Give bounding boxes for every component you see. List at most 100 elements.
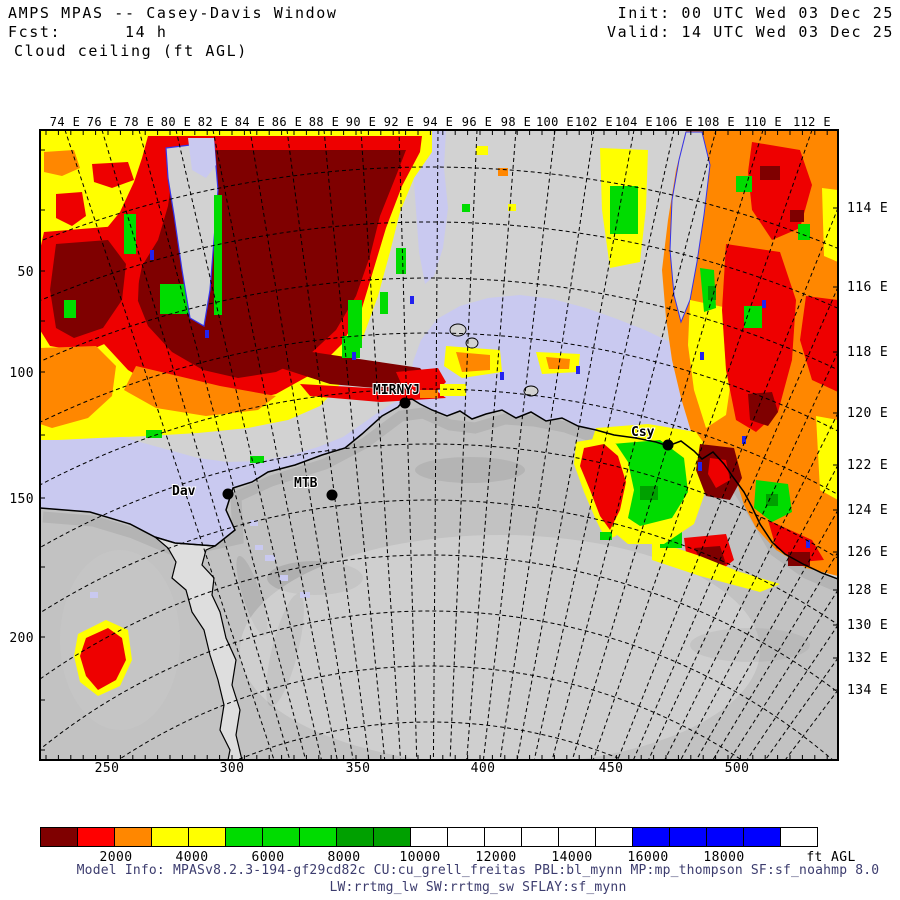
colorbar-cell <box>706 827 744 847</box>
field-label: Cloud ceiling (ft AGL) <box>14 42 248 60</box>
station-label: Csy <box>631 425 655 440</box>
colorbar-tick-label: 12000 <box>475 850 517 865</box>
colorbar-cell <box>188 827 226 847</box>
coastline <box>40 398 838 580</box>
colorbar-cell <box>151 827 189 847</box>
top-axis-label: 96 E <box>462 115 493 129</box>
top-axis-label: 88 E <box>309 115 340 129</box>
colorbar-cell <box>336 827 374 847</box>
meridian <box>695 509 838 760</box>
bottom-axis-label: 450 <box>599 761 624 776</box>
colorbar-cell <box>484 827 522 847</box>
colorbar-cell <box>262 827 300 847</box>
colorbar <box>40 827 838 847</box>
station-dot <box>222 488 234 500</box>
meridian <box>533 130 675 760</box>
station-label: MIRNYJ <box>373 383 420 398</box>
lat-lon-grid <box>40 130 838 760</box>
parallel <box>40 221 838 309</box>
right-axis-label: 128 E <box>847 583 888 598</box>
right-axis-label: 124 E <box>847 503 888 518</box>
meridian <box>746 624 838 760</box>
top-axis-label: 100 E <box>536 115 574 129</box>
top-axis-label: 82 E <box>198 115 229 129</box>
meridian <box>360 130 402 760</box>
colorbar-cell <box>40 827 78 847</box>
top-axis-label: 80 E <box>161 115 192 129</box>
parallel <box>40 166 838 250</box>
meridian <box>647 351 838 760</box>
left-axis-label: 150 <box>9 492 34 507</box>
top-axis-label: 74 E <box>50 115 81 129</box>
fcst-hour: Fcst: 14 h <box>8 23 168 41</box>
meridian <box>592 130 813 760</box>
valid-time: Valid: 14 UTC Wed 03 Dec 25 <box>606 23 894 41</box>
colorbar-tick-label: 6000 <box>251 850 285 865</box>
top-axis-label: 92 E <box>384 115 415 129</box>
meridian <box>784 689 838 760</box>
station-markers: Dav MTB MIRNYJ Csy <box>171 382 674 501</box>
bottom-axis-label: 350 <box>346 761 371 776</box>
parallel <box>40 554 838 694</box>
top-axis-label: 98 E <box>501 115 532 129</box>
meridian <box>449 130 478 760</box>
colorbar-unit-label: ft AGL <box>806 850 856 865</box>
meridian <box>398 130 418 760</box>
station-dot <box>399 397 411 409</box>
right-axis-label: 132 E <box>847 651 888 666</box>
meridian <box>729 589 838 760</box>
colorbar-cell <box>669 827 707 847</box>
meridian <box>466 130 517 760</box>
top-axis-label: 86 E <box>272 115 303 129</box>
meridian <box>286 130 370 760</box>
top-axis-label: 76 E <box>87 115 118 129</box>
meridian <box>323 130 386 760</box>
top-axis-label: 90 E <box>346 115 377 129</box>
colorbar-cell <box>410 827 448 847</box>
right-axis-label: 120 E <box>847 406 888 421</box>
colorbar-cell <box>558 827 596 847</box>
parallel <box>40 388 838 496</box>
colorbar-tick-label: 10000 <box>399 850 441 865</box>
model-info-line1: Model Info: MPASv8.2.3-194-gf29cd82c CU:… <box>76 863 880 878</box>
colorbar-cell <box>780 827 818 847</box>
station-dot <box>326 489 338 501</box>
meridian <box>632 286 838 760</box>
top-axis-label: 106 E <box>655 115 693 129</box>
right-axis-label: 134 E <box>847 683 888 698</box>
clear-tongue <box>165 141 219 327</box>
meridian <box>664 412 838 760</box>
station-label: Dav <box>172 484 196 499</box>
model-info-line2: LW:rrtmg_lw SW:rrtmg_sw SFLAY:sf_mynn <box>329 880 627 895</box>
parallel <box>40 499 838 626</box>
colorbar-cell <box>447 827 485 847</box>
top-axis-label: 102 E <box>575 115 613 129</box>
station-dot <box>662 439 674 451</box>
colorbar-cell <box>521 827 559 847</box>
cloud-patch-southwest <box>74 620 132 696</box>
lavender-tongue <box>413 130 448 284</box>
meridian <box>712 551 838 760</box>
colorbar-tick-label: 4000 <box>175 850 209 865</box>
station-label: MTB <box>294 476 318 491</box>
meridian <box>432 130 439 760</box>
meridian <box>175 130 322 760</box>
colorbar-tick-label: 14000 <box>551 850 593 865</box>
colorbar-cell <box>77 827 115 847</box>
right-axis-label: 130 E <box>847 618 888 633</box>
colorbar-cell <box>595 827 633 847</box>
top-axis-label: 110 E <box>744 115 782 129</box>
colorbar-tick-label: 18000 <box>703 850 745 865</box>
bottom-axis-label: 400 <box>471 761 496 776</box>
map-frame <box>39 129 839 761</box>
right-axis-label: 126 E <box>847 545 888 560</box>
left-axis-label: 100 <box>9 366 34 381</box>
top-axis-label: 112 E <box>793 115 831 129</box>
meridian <box>482 130 556 760</box>
colorbar-cell <box>632 827 670 847</box>
colorbar-cell <box>743 827 781 847</box>
right-axis-label: 116 E <box>847 280 888 295</box>
top-axis-label: 104 E <box>615 115 653 129</box>
